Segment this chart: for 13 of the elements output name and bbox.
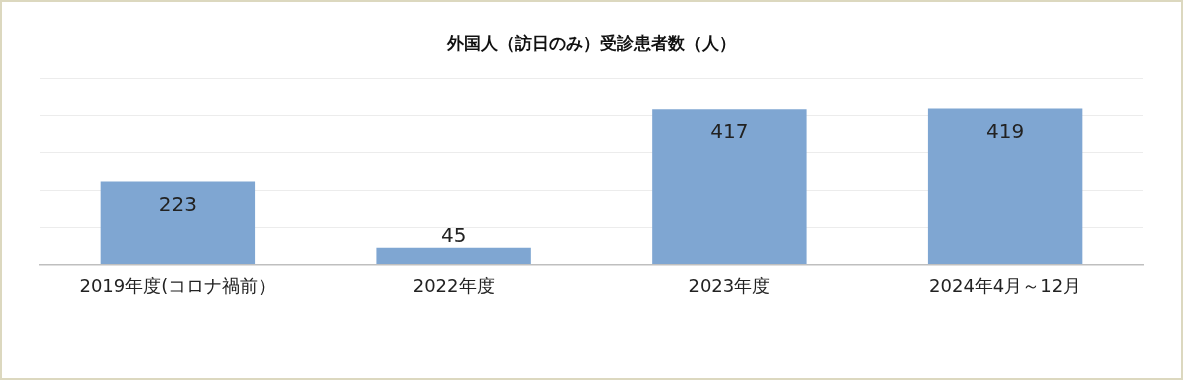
x-tick-label: 2023年度	[688, 274, 771, 296]
data-label: 45	[440, 222, 467, 247]
bar	[652, 109, 807, 264]
x-tick-label: 2019年度(コロナ禍前）	[79, 274, 277, 296]
bar	[927, 108, 1083, 264]
x-tick-label: 2024年4月～12月	[929, 274, 1082, 296]
x-tick-label: 2022年度	[412, 274, 495, 296]
bar	[376, 247, 531, 264]
data-label: 417	[710, 119, 749, 144]
bar	[100, 181, 256, 264]
data-label: 419	[986, 118, 1025, 143]
data-label: 223	[158, 191, 197, 216]
chart-title: 外国人（訪日のみ）受診患者数（人）	[446, 32, 736, 53]
